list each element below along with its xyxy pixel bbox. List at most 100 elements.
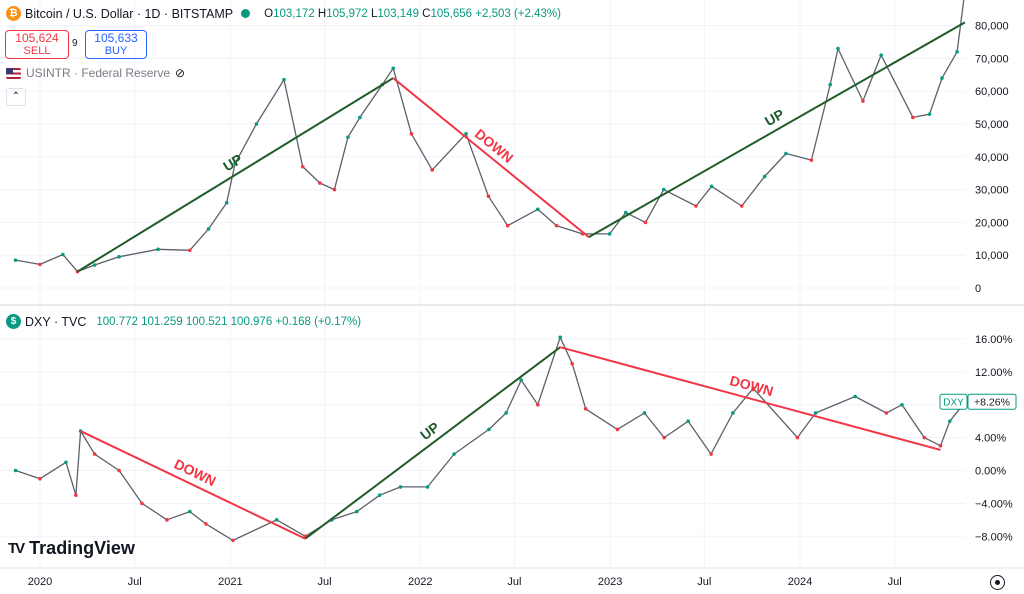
price-change: +2,503 (+2.43%)	[475, 7, 561, 20]
btc-price-series-point	[464, 132, 468, 136]
dxy-series-point	[558, 335, 562, 340]
last-value-badge	[967, 393, 1017, 410]
percent-axis-label: −4.00%	[975, 498, 1013, 510]
sell-button[interactable]: 105,624 SELL	[5, 30, 69, 59]
dxy-series-point	[570, 361, 574, 366]
dxy-series-point	[642, 411, 647, 415]
btc-price-series-point	[282, 77, 286, 82]
percent-axis-label: 12.00%	[975, 367, 1013, 379]
series-badge	[939, 393, 968, 410]
trend-line-up	[304, 346, 561, 540]
tradingview-mark-icon: TV	[8, 540, 25, 557]
btc-price-series-point	[358, 115, 362, 120]
dxy-series-point	[231, 538, 235, 543]
price-axis-label: 0	[975, 283, 981, 295]
symbol-title[interactable]: Bitcoin / U.S. Dollar · 1D · BITSTAMP	[25, 6, 234, 21]
price-axis-label: 50,000	[975, 119, 1009, 131]
dxy-series-point	[165, 518, 169, 522]
dxy-series-point	[948, 419, 952, 423]
trend-line-down	[80, 430, 306, 540]
dxy-series-point	[425, 485, 430, 489]
btc-price-series-point	[739, 204, 744, 208]
dxy-series-point	[188, 509, 192, 514]
btc-price-series-point	[117, 255, 121, 259]
btc-price-series-point	[206, 227, 211, 231]
btc-price-series-point	[254, 122, 259, 126]
dxy-series-point	[117, 468, 121, 473]
price-axis-label: 70,000	[975, 53, 1009, 65]
dxy-series-point	[74, 493, 78, 497]
trend-line-up	[588, 21, 966, 239]
dxy-series	[15, 336, 966, 542]
dxy-series-point	[13, 468, 18, 473]
dollar-icon: $	[6, 314, 21, 329]
btc-price-series-point	[940, 76, 944, 80]
dxy-series-point	[686, 419, 690, 423]
time-axis-label: Jul	[318, 576, 332, 588]
spread-value: 9	[72, 38, 78, 49]
dxy-values: 100.772 101.259 100.521 100.976 +0.168 (…	[96, 315, 362, 328]
market-status-dot-icon	[241, 9, 251, 18]
btc-price-series-point	[224, 200, 229, 205]
time-axis-label: 2024	[788, 576, 812, 588]
symbol-header: ₿ Bitcoin / U.S. Dollar · 1D · BITSTAMP …	[6, 6, 561, 21]
settings-gear-icon[interactable]	[990, 575, 1005, 590]
overlay-indicator[interactable]: USINTR · Federal Reserve ⊘	[6, 66, 185, 80]
time-axis-label: 2022	[408, 576, 432, 588]
collapse-legend-button[interactable]: ⌃	[6, 88, 26, 106]
btc-price-series-point	[836, 46, 840, 51]
dxy-series-point	[274, 518, 279, 522]
btc-price-series-point	[156, 247, 160, 252]
btc-price-series-point	[391, 66, 396, 71]
percent-axis-label: 0.00%	[975, 466, 1006, 478]
price-axis-label: 40,000	[975, 152, 1009, 164]
dxy-header: $ DXY · TVC 100.772 101.259 100.521 100.…	[6, 314, 361, 329]
trend-line-up	[76, 77, 394, 273]
btc-price-series-point	[38, 262, 42, 267]
us-flag-icon	[6, 67, 21, 79]
dxy-series-point	[853, 394, 857, 399]
dxy-series-point	[583, 407, 588, 411]
btc-price-series-point	[911, 115, 915, 120]
dxy-series-point	[813, 411, 818, 415]
btc-price-series-point	[694, 204, 698, 208]
time-axis-label: Jul	[888, 576, 902, 588]
btc-price-series-point	[643, 220, 648, 225]
price-axis-label: 30,000	[975, 185, 1009, 197]
hidden-eye-icon[interactable]: ⊘	[175, 66, 186, 80]
trend-line-down	[559, 346, 941, 451]
tradingview-logo[interactable]: TV TradingView	[8, 538, 135, 558]
percent-axis-label: −8.00%	[975, 531, 1013, 543]
dxy-series-point	[452, 452, 456, 456]
buy-button[interactable]: 105,633 BUY	[85, 30, 147, 59]
dxy-series-point	[795, 435, 800, 440]
price-axis-label: 10,000	[975, 250, 1009, 262]
btc-price-series-point	[430, 168, 435, 172]
percent-axis-label: 4.00%	[975, 433, 1006, 445]
btc-price-series-point	[809, 158, 814, 162]
dxy-series-point	[662, 435, 667, 440]
btc-price-series-point	[233, 161, 237, 166]
dxy-title[interactable]: DXY · TVC	[25, 314, 87, 329]
btc-price-series-point	[486, 194, 491, 198]
percent-axis-label: 16.00%	[975, 334, 1013, 346]
overlay-label: USINTR · Federal Reserve	[26, 66, 171, 80]
btc-price-series-point	[828, 82, 832, 87]
btc-price-series-point	[505, 223, 510, 228]
ohlc-values: O103,172 H105,972 L103,149 C105,656 +2,5…	[264, 7, 561, 20]
btc-price-series-point	[318, 181, 322, 185]
time-axis-label: 2020	[28, 576, 52, 588]
dxy-series-point	[64, 460, 68, 465]
btc-price-series-point	[92, 263, 97, 267]
btc-price-series-point	[332, 187, 337, 192]
dxy-series-point	[140, 501, 144, 506]
trend-line-down	[392, 77, 590, 238]
time-axis-label: Jul	[128, 576, 142, 588]
btc-price-series-point	[762, 174, 767, 179]
dxy-series-point	[354, 509, 359, 514]
time-axis-label: 2021	[218, 576, 242, 588]
dxy-series-point	[398, 485, 403, 489]
trend-label-down: DOWN	[172, 456, 219, 490]
btc-price-series-point	[409, 132, 414, 136]
